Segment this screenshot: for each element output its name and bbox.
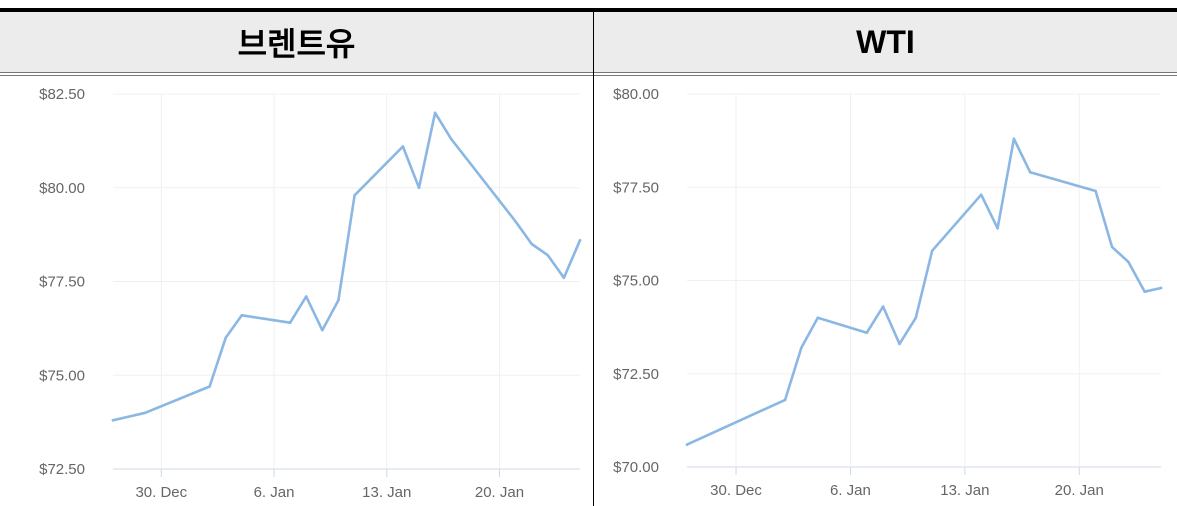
- x-tick-label: 13. Jan: [362, 484, 411, 501]
- data-point: [433, 111, 437, 115]
- price-series-line: [685, 137, 1163, 446]
- x-tick-label: 6. Jan: [830, 482, 871, 499]
- y-tick-label: $80.00: [613, 86, 659, 103]
- data-point: [143, 411, 147, 415]
- y-tick-label: $72.50: [39, 461, 85, 478]
- data-point: [240, 313, 244, 317]
- data-point: [353, 193, 356, 197]
- data-point: [996, 226, 999, 230]
- data-point: [930, 249, 934, 252]
- y-tick-label: $80.00: [39, 180, 85, 197]
- y-tick-label: $77.50: [39, 274, 85, 291]
- data-point: [1110, 245, 1114, 249]
- x-tick-label: 6. Jan: [254, 484, 295, 501]
- data-point: [288, 321, 292, 325]
- header-divider-upper: [0, 72, 1177, 73]
- price-series-line: [111, 111, 582, 422]
- data-point: [546, 253, 550, 257]
- data-point: [562, 276, 566, 280]
- y-tick-label: $75.00: [613, 273, 659, 290]
- brent-price-chart: $82.50 $80.00 $77.50 $75.00 $72.50 30. Dec 6. …: [39, 86, 582, 501]
- data-point: [321, 328, 324, 332]
- y-tick-label: $82.50: [39, 86, 85, 103]
- data-point: [337, 298, 340, 302]
- y-tick-label: $72.50: [613, 366, 659, 383]
- data-point: [224, 336, 228, 340]
- header-brent: 브렌트유: [0, 12, 593, 72]
- data-point: [578, 238, 582, 242]
- column-divider: [593, 12, 594, 506]
- data-point: [304, 295, 308, 298]
- x-tick-label: 30. Dec: [135, 484, 187, 501]
- data-point: [1094, 189, 1097, 193]
- data-point: [111, 418, 115, 422]
- y-tick-label: $77.50: [613, 179, 659, 196]
- data-point: [898, 342, 901, 346]
- header-divider-lower: [0, 75, 1177, 76]
- data-point: [816, 316, 820, 320]
- data-point: [685, 443, 689, 446]
- data-point: [783, 398, 787, 402]
- y-tick-label: $70.00: [613, 459, 659, 476]
- data-point: [881, 305, 885, 308]
- x-tick-label: 20. Jan: [1055, 482, 1104, 499]
- data-point: [208, 385, 211, 388]
- data-point: [530, 242, 533, 246]
- data-point: [1028, 171, 1032, 174]
- data-point: [914, 316, 918, 320]
- data-point: [449, 137, 453, 141]
- x-tick-label: 30. Dec: [710, 482, 762, 499]
- data-point: [979, 193, 983, 197]
- data-point: [417, 186, 421, 190]
- data-point: [1012, 137, 1016, 141]
- x-tick-label: 20. Jan: [475, 484, 524, 501]
- data-point: [865, 331, 869, 335]
- data-point: [1159, 286, 1163, 290]
- top-border: [0, 8, 1177, 12]
- data-point: [1143, 290, 1146, 293]
- y-tick-label: $75.00: [39, 367, 85, 384]
- x-tick-label: 13. Jan: [940, 482, 989, 499]
- header-wti: WTI: [594, 12, 1177, 72]
- data-point: [718, 428, 721, 432]
- data-point: [800, 346, 803, 349]
- wti-price-chart: $80.00 $77.50 $75.00 $72.50 $70.00 30. Dec 6. …: [613, 86, 1163, 499]
- data-point: [1127, 260, 1130, 264]
- data-point: [514, 220, 517, 223]
- data-point: [401, 145, 405, 148]
